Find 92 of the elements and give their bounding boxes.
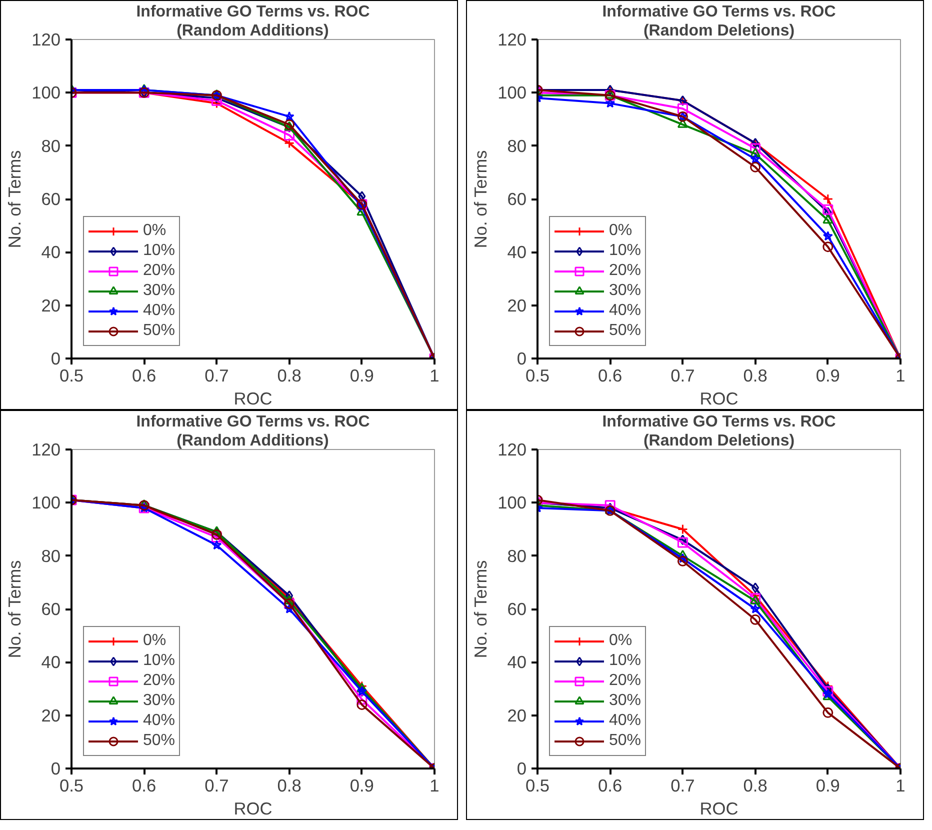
chart-title: Informative GO Terms vs. ROC xyxy=(136,414,370,430)
legend-label: 30% xyxy=(143,692,176,710)
chart-subtitle: (Random Additions) xyxy=(176,432,329,450)
legend-label: 20% xyxy=(609,262,642,280)
y-tick-label: 0 xyxy=(50,348,61,368)
legend-label: 50% xyxy=(609,732,642,750)
y-tick-label: 20 xyxy=(41,295,61,316)
y-tick-label: 0 xyxy=(516,758,527,778)
y-tick-label: 120 xyxy=(498,440,527,460)
y-tick-label: 120 xyxy=(498,30,527,50)
x-tick-label: 1 xyxy=(430,776,440,796)
x-tick-label: 0.8 xyxy=(743,776,768,796)
y-tick-label: 40 xyxy=(41,242,61,262)
legend-label: 20% xyxy=(609,672,642,690)
x-tick-label: 0.8 xyxy=(277,776,302,796)
x-tick-label: 0.7 xyxy=(204,366,229,386)
legend-label: 30% xyxy=(609,282,642,300)
x-tick-label: 0.7 xyxy=(670,776,695,796)
x-tick-label: 0.6 xyxy=(132,776,156,796)
legend-label: 0% xyxy=(609,222,632,240)
legend-label: 50% xyxy=(143,732,176,750)
y-tick-label: 80 xyxy=(507,546,527,566)
x-tick-label: 0.9 xyxy=(350,366,374,386)
x-tick-label: 0.6 xyxy=(132,366,156,386)
legend-label: 30% xyxy=(143,282,176,300)
y-tick-label: 60 xyxy=(507,189,527,209)
x-tick-label: 1 xyxy=(896,366,906,386)
x-tick-label: 0.8 xyxy=(743,366,768,386)
y-axis-title: No. of Terms xyxy=(470,150,491,248)
legend-label: 10% xyxy=(609,652,642,670)
legend-label: 40% xyxy=(609,302,642,320)
y-tick-label: 40 xyxy=(507,652,527,672)
y-tick-label: 60 xyxy=(41,599,61,619)
x-tick-label: 0.7 xyxy=(670,366,695,386)
y-tick-label: 40 xyxy=(41,652,61,672)
x-tick-label: 0.9 xyxy=(816,366,840,386)
legend-label: 50% xyxy=(143,322,176,340)
x-tick-label: 0.9 xyxy=(816,776,840,796)
y-tick-label: 20 xyxy=(507,295,527,316)
x-tick-label: 1 xyxy=(896,776,906,796)
x-tick-label: 0.9 xyxy=(350,776,374,796)
chart-subtitle: (Random Deletions) xyxy=(643,22,795,40)
y-tick-label: 20 xyxy=(41,705,61,726)
y-tick-label: 100 xyxy=(32,82,61,103)
chart-title: Informative GO Terms vs. ROC xyxy=(602,414,836,430)
legend-label: 40% xyxy=(609,712,642,730)
y-tick-label: 120 xyxy=(32,440,61,460)
legend-label: 30% xyxy=(609,692,642,710)
x-axis-title: ROC xyxy=(700,388,738,408)
x-tick-label: 0.8 xyxy=(277,366,302,386)
y-tick-label: 80 xyxy=(41,546,61,566)
y-tick-label: 40 xyxy=(507,242,527,262)
y-axis-title: No. of Terms xyxy=(470,560,491,658)
chart-subtitle: (Random Additions) xyxy=(176,22,329,40)
x-axis-title: ROC xyxy=(700,798,738,818)
x-tick-label: 0.7 xyxy=(204,776,229,796)
x-tick-label: 0.6 xyxy=(598,366,622,386)
y-axis-title: No. of Terms xyxy=(4,150,25,248)
x-tick-label: 0.5 xyxy=(525,776,550,796)
chart-title: Informative GO Terms vs. ROC xyxy=(136,4,370,20)
y-tick-label: 100 xyxy=(498,492,527,513)
legend-label: 0% xyxy=(143,632,166,650)
chart-title: Informative GO Terms vs. ROC xyxy=(602,4,836,20)
legend-label: 10% xyxy=(143,652,176,670)
x-tick-label: 1 xyxy=(430,366,440,386)
x-axis-title: ROC xyxy=(234,798,272,818)
y-tick-label: 100 xyxy=(498,82,527,103)
chart-subtitle: (Random Deletions) xyxy=(643,432,795,450)
legend-label: 10% xyxy=(609,242,642,260)
legend-label: 10% xyxy=(143,242,176,260)
y-tick-label: 0 xyxy=(50,758,61,778)
y-tick-label: 20 xyxy=(507,705,527,726)
legend-label: 40% xyxy=(143,712,176,730)
y-axis-title: No. of Terms xyxy=(4,560,25,658)
legend-label: 20% xyxy=(143,262,176,280)
legend-label: 0% xyxy=(609,632,632,650)
legend-label: 0% xyxy=(143,222,166,240)
legend-label: 20% xyxy=(143,672,176,690)
y-tick-label: 100 xyxy=(32,492,61,513)
legend-label: 50% xyxy=(609,322,642,340)
x-tick-label: 0.5 xyxy=(525,366,550,386)
y-tick-label: 60 xyxy=(41,189,61,209)
y-tick-label: 80 xyxy=(41,136,61,156)
y-tick-label: 60 xyxy=(507,599,527,619)
y-tick-label: 120 xyxy=(32,30,61,50)
y-tick-label: 80 xyxy=(507,136,527,156)
x-tick-label: 0.5 xyxy=(59,776,84,796)
x-tick-label: 0.5 xyxy=(59,366,84,386)
x-tick-label: 0.6 xyxy=(598,776,622,796)
x-axis-title: ROC xyxy=(234,388,272,408)
legend-label: 40% xyxy=(143,302,176,320)
y-tick-label: 0 xyxy=(516,348,527,368)
